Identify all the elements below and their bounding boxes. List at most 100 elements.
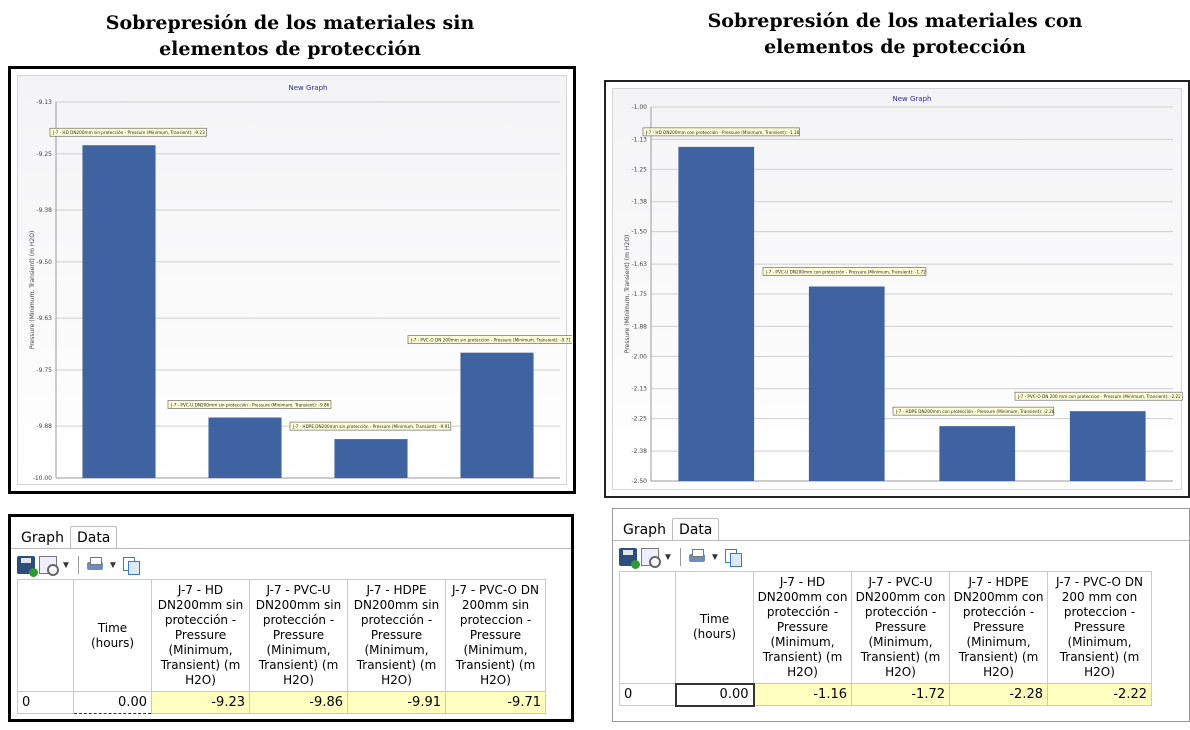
- toolbar-separator: [78, 556, 79, 574]
- right-panel-title: Sobrepresión de los materiales con eleme…: [645, 8, 1145, 60]
- y-tick-label: -1.88: [631, 323, 647, 330]
- y-tick-label: -9.88: [36, 423, 52, 430]
- tab-data[interactable]: Data: [69, 526, 118, 549]
- toolbar-separator: [680, 548, 681, 566]
- copy-icon[interactable]: [724, 548, 742, 567]
- chevron-down-icon[interactable]: ▼: [61, 559, 71, 571]
- tab-divider: [11, 548, 571, 549]
- column-header: J-7 - HDPE DN200mm con protección - Pres…: [949, 571, 1048, 684]
- right-title-line2: elementos de protección: [764, 36, 1026, 58]
- chevron-down-icon[interactable]: ▼: [710, 551, 720, 563]
- y-tick-label: -1.25: [631, 166, 647, 173]
- row-header-corner: [17, 579, 74, 692]
- data-label-text: J-7 - PVC-O DN 200mm sin proteccion - Pr…: [410, 338, 571, 343]
- chart-title: New Graph: [289, 84, 328, 92]
- right-toolbar: ▼ ▼: [619, 545, 742, 569]
- time-cell[interactable]: 0.00: [73, 691, 152, 714]
- tab-graph[interactable]: Graph: [623, 522, 666, 538]
- tab-data[interactable]: Data: [671, 518, 720, 541]
- right-title-line1: Sobrepresión de los materiales con: [707, 10, 1083, 32]
- column-header: J-7 - PVC-U DN200mm sin protección - Pre…: [249, 579, 348, 692]
- copy-icon[interactable]: [122, 556, 140, 575]
- data-label-box: [892, 406, 1055, 416]
- table-row: 0 0.00 -9.23 -9.86 -9.91 -9.71: [17, 691, 546, 714]
- left-data-panel: Graph Data ▼ ▼ Time (hours) J-7 - HD DN2…: [8, 514, 574, 722]
- column-header: J-7 - HD DN200mm sin protección - Pressu…: [151, 579, 250, 692]
- column-header: J-7 - PVC-O DN 200 mm con proteccion - P…: [1047, 571, 1152, 684]
- data-label-text: J-7 - PVC-U DN200mm sin protección - Pre…: [170, 402, 330, 407]
- tab-graph[interactable]: Graph: [21, 530, 64, 546]
- chart-title: New Graph: [893, 95, 932, 103]
- bar: [678, 146, 755, 481]
- table-row: 0 0.00 -1.16 -1.72 -2.28 -2.22: [619, 682, 1152, 707]
- options-icon[interactable]: [641, 548, 661, 568]
- row-header-corner: [619, 571, 676, 684]
- left-chart-area: New Graph Pressure (Minimum, Transient) (…: [17, 75, 572, 485]
- left-data-table: Time (hours) J-7 - HD DN200mm sin protec…: [17, 579, 546, 714]
- table-header-row: Time (hours) J-7 - HD DN200mm sin protec…: [17, 579, 546, 692]
- chevron-down-icon[interactable]: ▼: [663, 551, 673, 563]
- y-tick-label: -10.00: [33, 475, 53, 482]
- right-tabs: Graph Data: [617, 515, 720, 541]
- y-tick-label: -1.75: [631, 291, 647, 298]
- time-cell[interactable]: 0.00: [674, 682, 755, 707]
- save-icon[interactable]: [619, 548, 640, 569]
- value-cell[interactable]: -1.72: [851, 683, 950, 706]
- value-cell[interactable]: -9.91: [347, 691, 446, 714]
- left-panel-title: Sobrepresión de los materiales sin eleme…: [40, 10, 540, 62]
- value-cell[interactable]: -9.23: [151, 691, 250, 714]
- y-tick-label: -9.25: [36, 151, 52, 158]
- data-label: J-7 - HD DN200mm con protección - Pressu…: [642, 127, 800, 137]
- print-icon[interactable]: [688, 548, 706, 566]
- print-icon[interactable]: [86, 556, 104, 574]
- data-label-text: J-7 - PVC-U DN200mm con protección - Pre…: [765, 270, 926, 275]
- data-label-box: [642, 127, 800, 137]
- data-label-box: [49, 127, 207, 137]
- left-bar-chart: New Graph Pressure (Minimum, Transient) (…: [29, 84, 572, 482]
- bar: [208, 417, 282, 478]
- y-tick-label: -2.38: [631, 448, 647, 455]
- save-icon[interactable]: [17, 556, 38, 577]
- data-label-text: J-7 - PVC-O DN 200 mm con proteccion - P…: [1017, 394, 1181, 399]
- tab-divider: [613, 540, 1189, 541]
- column-header: J-7 - HD DN200mm con protección - Pressu…: [753, 571, 852, 684]
- data-label-text: J-7 - HD DN200mm con protección - Pressu…: [645, 130, 800, 135]
- right-data-table: Time (hours) J-7 - HD DN200mm con protec…: [619, 571, 1152, 707]
- left-title-line1: Sobrepresión de los materiales sin: [105, 12, 475, 34]
- data-label: J-7 - PVC-O DN 200 mm con proteccion - P…: [1014, 391, 1183, 401]
- data-label-text: J-7 - HDPE DN200mm con protección - Pres…: [895, 409, 1055, 414]
- bar: [808, 286, 885, 481]
- right-bar-chart: New Graph Pressure (Minimum, Transient) (…: [624, 95, 1183, 485]
- y-tick-label: -1.50: [631, 229, 647, 236]
- left-tabs: Graph Data: [15, 523, 118, 549]
- y-tick-label: -1.13: [631, 136, 647, 143]
- data-label-text: J-7 - HDPE DN200mm sin protección - Pres…: [292, 424, 450, 429]
- data-label-box: [1014, 391, 1183, 401]
- value-cell[interactable]: -2.22: [1047, 683, 1152, 706]
- data-label: J-7 - HDPE DN200mm sin protección - Pres…: [289, 421, 452, 431]
- chevron-down-icon[interactable]: ▼: [108, 559, 118, 571]
- options-icon[interactable]: [39, 556, 59, 576]
- bar: [939, 426, 1016, 481]
- y-tick-label: -1.38: [631, 199, 647, 206]
- row-label: 0: [619, 683, 676, 706]
- y-tick-label: -1.63: [631, 261, 647, 268]
- value-cell[interactable]: -9.71: [445, 691, 546, 714]
- data-label-box: [407, 335, 572, 344]
- y-tick-label: -9.63: [36, 315, 52, 322]
- bar: [1069, 411, 1146, 481]
- y-tick-label: -9.50: [36, 259, 52, 266]
- bar: [82, 145, 156, 478]
- column-header: J-7 - HDPE DN200mm sin protección - Pres…: [347, 579, 446, 692]
- table-header-row: Time (hours) J-7 - HD DN200mm con protec…: [619, 571, 1152, 684]
- bar: [460, 352, 534, 478]
- bar: [334, 439, 408, 478]
- data-label-box: [167, 400, 332, 409]
- data-label: J-7 - PVC-U DN200mm sin protección - Pre…: [167, 400, 332, 409]
- data-label: J-7 - PVC-O DN 200mm sin proteccion - Pr…: [407, 335, 572, 344]
- value-cell[interactable]: -1.16: [753, 683, 852, 706]
- column-header: J-7 - PVC-O DN 200mm sin proteccion - Pr…: [445, 579, 546, 692]
- y-tick-label: -2.25: [631, 416, 647, 423]
- value-cell[interactable]: -2.28: [949, 683, 1048, 706]
- value-cell[interactable]: -9.86: [249, 691, 348, 714]
